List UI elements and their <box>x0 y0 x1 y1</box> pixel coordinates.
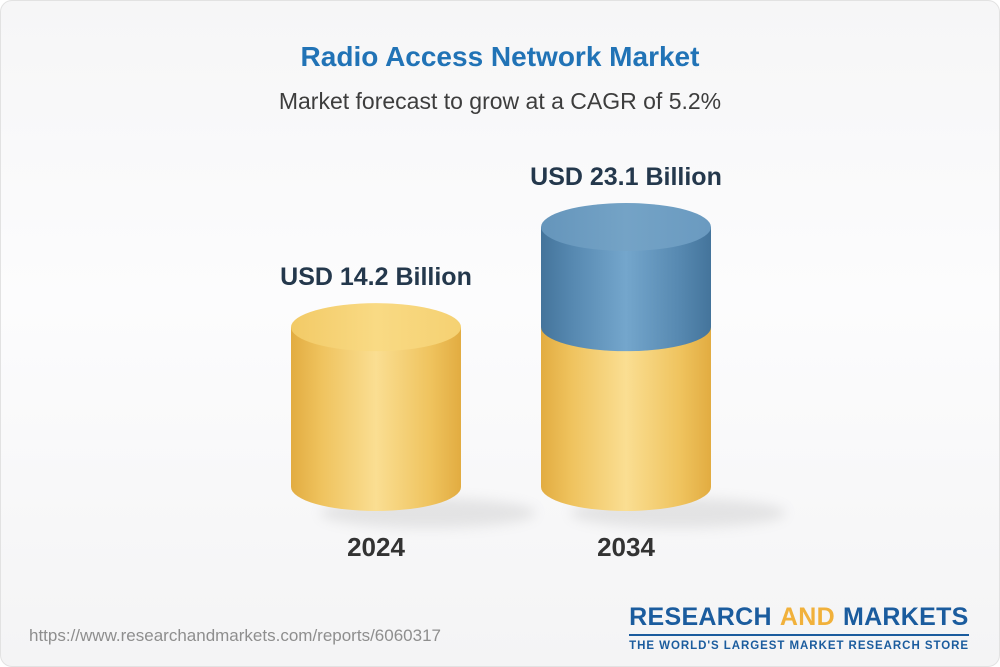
bars-group <box>291 203 786 528</box>
researchandmarkets-logo: RESEARCH AND MARKETS THE WORLD'S LARGEST… <box>629 602 969 652</box>
value-label-2024: USD 14.2 Billion <box>280 263 472 292</box>
chart-title: Radio Access Network Market <box>300 41 700 72</box>
logo-word-and: AND <box>779 602 835 631</box>
report-url[interactable]: https://www.researchandmarkets.com/repor… <box>29 626 441 645</box>
logo-word-markets: MARKETS <box>842 602 969 631</box>
logo-word-research: RESEARCH <box>629 602 772 631</box>
value-label-2034: USD 23.1 Billion <box>530 163 722 191</box>
logo-wordmark: RESEARCH AND MARKETS <box>629 602 969 631</box>
axis-label-2024: 2024 <box>347 532 405 562</box>
axis-label-2034: 2034 <box>597 532 655 562</box>
logo-tagline: THE WORLD'S LARGEST MARKET RESEARCH STOR… <box>629 634 969 652</box>
chart-subtitle: Market forecast to grow at a CAGR of 5.2… <box>278 88 722 114</box>
